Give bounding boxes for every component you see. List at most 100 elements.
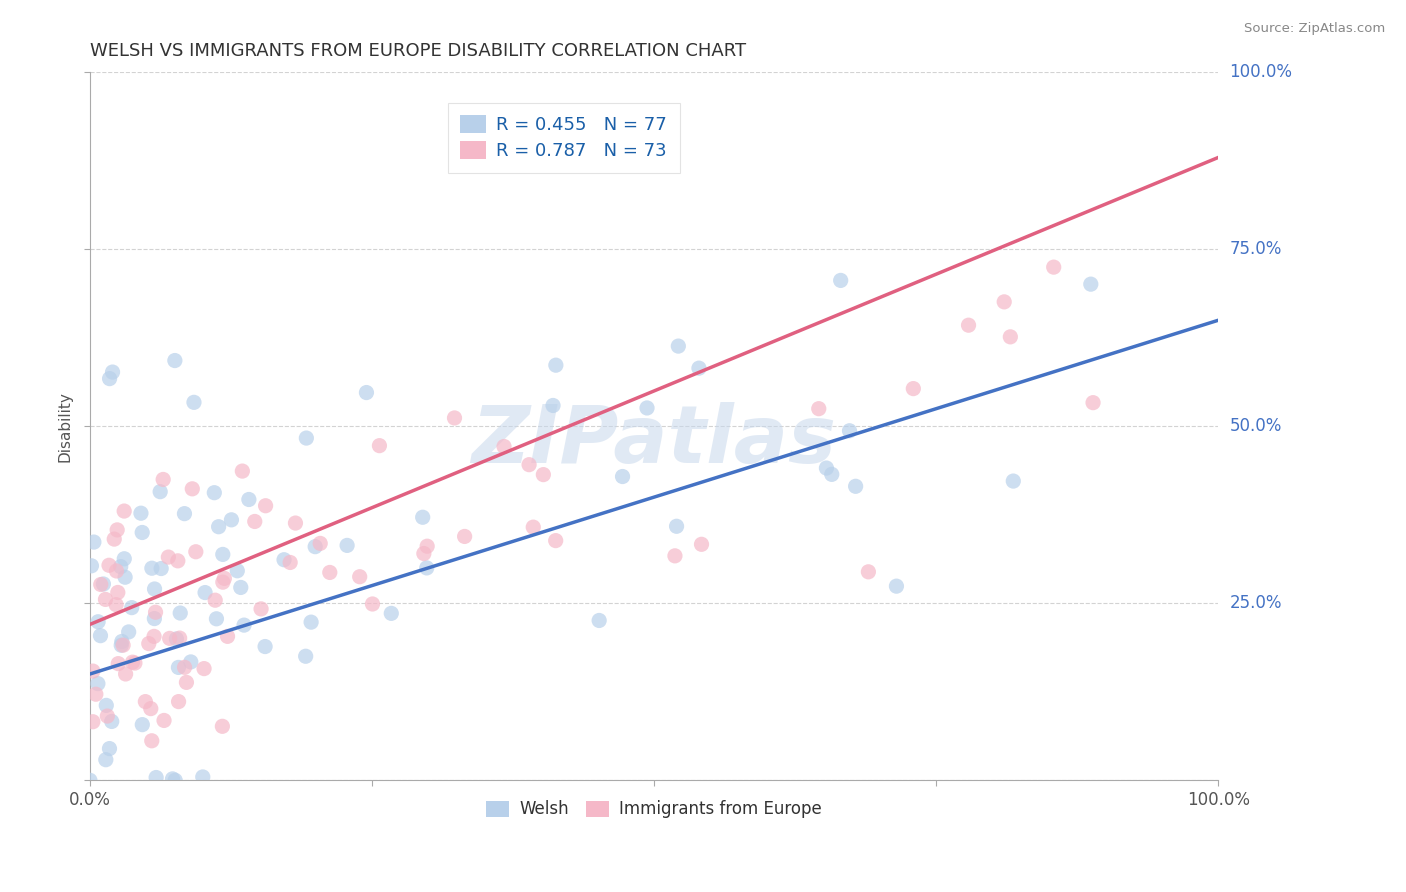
Point xyxy=(93,577,115,591)
Point xyxy=(139,701,162,715)
Point xyxy=(517,458,540,472)
Point xyxy=(121,655,143,669)
Point xyxy=(299,615,322,629)
Point xyxy=(82,714,104,729)
Point xyxy=(295,431,318,445)
Point xyxy=(845,479,868,493)
Point xyxy=(145,771,167,785)
Point xyxy=(541,399,564,413)
Point xyxy=(176,675,198,690)
Point xyxy=(118,624,141,639)
Point xyxy=(544,533,567,548)
Point xyxy=(110,638,132,652)
Point xyxy=(153,714,176,728)
Text: 100.0%: 100.0% xyxy=(1230,63,1292,81)
Point xyxy=(112,504,135,518)
Point xyxy=(886,579,908,593)
Point xyxy=(688,361,710,376)
Point xyxy=(380,607,402,621)
Point xyxy=(183,395,205,409)
Point xyxy=(80,558,103,573)
Point xyxy=(1000,330,1022,344)
Point xyxy=(152,473,174,487)
Point xyxy=(87,676,110,690)
Point xyxy=(284,516,307,530)
Point xyxy=(416,561,439,575)
Point xyxy=(107,657,129,671)
Point xyxy=(229,581,252,595)
Point xyxy=(107,585,129,599)
Point xyxy=(138,637,160,651)
Point xyxy=(124,656,146,670)
Point xyxy=(903,382,925,396)
Point xyxy=(336,538,359,552)
Point xyxy=(112,638,135,652)
Point xyxy=(226,564,249,578)
Point xyxy=(690,537,713,551)
Point xyxy=(273,552,295,566)
Point xyxy=(233,618,256,632)
Point xyxy=(231,464,253,478)
Point xyxy=(636,401,658,415)
Point xyxy=(167,695,190,709)
Point xyxy=(131,717,153,731)
Point xyxy=(105,564,128,578)
Point xyxy=(294,649,316,664)
Point xyxy=(416,539,439,553)
Point xyxy=(105,523,128,537)
Point xyxy=(181,482,204,496)
Point xyxy=(612,469,634,483)
Point xyxy=(114,570,136,584)
Point xyxy=(150,561,173,575)
Point xyxy=(167,660,190,674)
Point xyxy=(531,467,554,482)
Point xyxy=(278,556,301,570)
Point xyxy=(821,467,844,482)
Point xyxy=(1081,395,1104,409)
Point xyxy=(254,499,277,513)
Point xyxy=(665,519,688,533)
Point xyxy=(544,358,567,372)
Point xyxy=(993,294,1015,309)
Point xyxy=(202,485,225,500)
Point xyxy=(105,598,128,612)
Point xyxy=(163,353,186,368)
Point xyxy=(184,545,207,559)
Point xyxy=(304,540,326,554)
Point xyxy=(1002,474,1025,488)
Point xyxy=(664,549,686,563)
Point xyxy=(121,600,143,615)
Point xyxy=(453,529,475,543)
Text: 50.0%: 50.0% xyxy=(1230,417,1282,435)
Point xyxy=(243,515,266,529)
Point xyxy=(238,492,260,507)
Y-axis label: Disability: Disability xyxy=(58,391,72,462)
Point xyxy=(214,571,236,585)
Point xyxy=(114,667,136,681)
Point xyxy=(1042,260,1064,274)
Point xyxy=(141,561,163,575)
Point xyxy=(204,593,226,607)
Point xyxy=(349,570,371,584)
Point xyxy=(443,411,465,425)
Text: 75.0%: 75.0% xyxy=(1230,241,1282,259)
Point xyxy=(211,719,233,733)
Point xyxy=(830,273,852,287)
Point xyxy=(221,513,243,527)
Point xyxy=(145,605,167,619)
Point xyxy=(94,753,117,767)
Point xyxy=(191,770,214,784)
Point xyxy=(180,655,202,669)
Point xyxy=(858,565,880,579)
Point xyxy=(101,365,124,379)
Point xyxy=(87,615,110,629)
Point xyxy=(807,401,830,416)
Point xyxy=(207,519,229,533)
Point xyxy=(98,371,121,385)
Point xyxy=(90,577,112,591)
Point xyxy=(98,741,121,756)
Point xyxy=(83,535,105,549)
Point xyxy=(361,597,384,611)
Point xyxy=(173,660,195,674)
Point xyxy=(254,640,277,654)
